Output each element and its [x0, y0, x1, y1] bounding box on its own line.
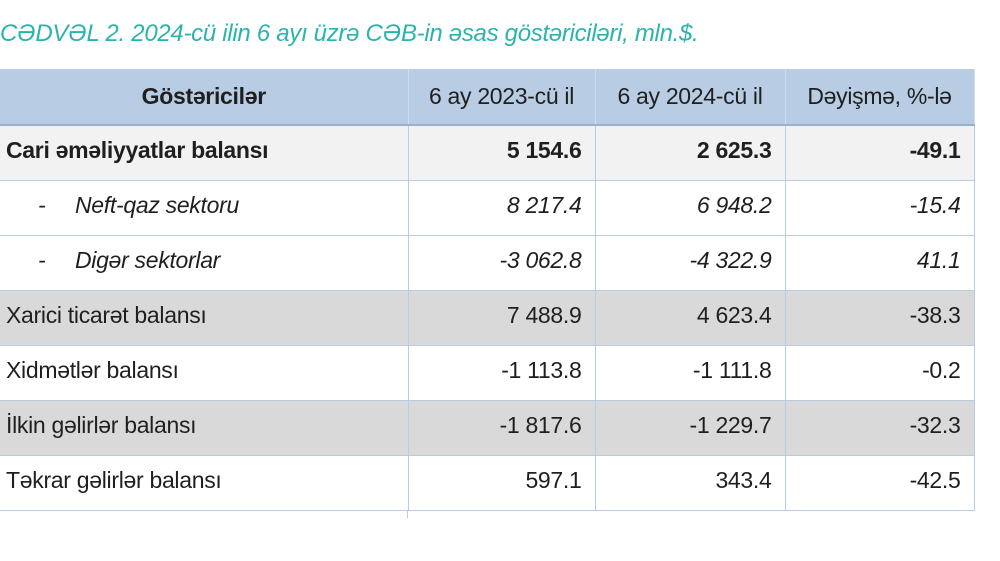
table-row-foreign-trade: Xarici ticarət balansı 7 488.9 4 623.4 -…	[0, 290, 975, 346]
table-row-current-account: Cari əməliyyatlar balansı 5 154.6 2 625.…	[0, 125, 975, 181]
column-border-stub	[407, 510, 408, 518]
table-row-other-sectors: - Digər sektorlar -3 062.8 -4 322.9 41.1	[0, 235, 975, 291]
indicators-table: Göstəricilər 6 ay 2023-cü il 6 ay 2024-c…	[0, 69, 975, 511]
row-label-text: Digər sektorlar	[75, 247, 221, 273]
value-change: -15.4	[785, 180, 975, 236]
row-label: - Neft-qaz sektoru	[0, 180, 409, 236]
row-label-text: Neft-qaz sektoru	[75, 192, 239, 218]
column-header-indicators: Göstəricilər	[0, 69, 409, 126]
value-2023: 8 217.4	[408, 180, 596, 236]
column-header-change: Dəyişmə, %-lə	[785, 69, 975, 126]
table-row-services: Xidmətlər balansı -1 113.8 -1 111.8 -0.2	[0, 345, 975, 401]
value-change: -49.1	[785, 125, 975, 181]
row-label: İlkin gəlirlər balansı	[0, 400, 409, 456]
value-2024: 4 623.4	[595, 290, 786, 346]
row-label: Xidmətlər balansı	[0, 345, 409, 401]
value-2024: -1 229.7	[595, 400, 786, 456]
row-label: - Digər sektorlar	[0, 235, 409, 291]
value-change: -38.3	[785, 290, 975, 346]
value-2024: 6 948.2	[595, 180, 786, 236]
value-change: -42.5	[785, 455, 975, 511]
value-change: -0.2	[785, 345, 975, 401]
report-page: CƏDVƏL 2. 2024-cü ilin 6 ayı üzrə CƏB-in…	[0, 20, 1000, 561]
value-2023: -1 113.8	[408, 345, 596, 401]
header-row: Göstəricilər 6 ay 2023-cü il 6 ay 2024-c…	[0, 69, 975, 126]
table-row-secondary-income: Təkrar gəlirlər balansı 597.1 343.4 -42.…	[0, 455, 975, 511]
table-row-oil-gas-sector: - Neft-qaz sektoru 8 217.4 6 948.2 -15.4	[0, 180, 975, 236]
value-2023: 597.1	[408, 455, 596, 511]
value-change: 41.1	[785, 235, 975, 291]
dash-prefix: -	[38, 192, 46, 218]
dash-prefix: -	[38, 247, 46, 273]
value-2023: 5 154.6	[408, 125, 596, 181]
column-header-2024: 6 ay 2024-cü il	[595, 69, 786, 126]
table-title: CƏDVƏL 2. 2024-cü ilin 6 ayı üzrə CƏB-in…	[0, 20, 699, 47]
value-2023: -1 817.6	[408, 400, 596, 456]
value-change: -32.3	[785, 400, 975, 456]
row-label: Təkrar gəlirlər balansı	[0, 455, 409, 511]
value-2024: 343.4	[595, 455, 786, 511]
row-label: Xarici ticarət balansı	[0, 290, 409, 346]
column-header-2023: 6 ay 2023-cü il	[408, 69, 596, 126]
value-2024: -1 111.8	[595, 345, 786, 401]
value-2023: 7 488.9	[408, 290, 596, 346]
value-2024: -4 322.9	[595, 235, 786, 291]
table-row-primary-income: İlkin gəlirlər balansı -1 817.6 -1 229.7…	[0, 400, 975, 456]
value-2024: 2 625.3	[595, 125, 786, 181]
value-2023: -3 062.8	[408, 235, 596, 291]
row-label: Cari əməliyyatlar balansı	[0, 125, 409, 181]
